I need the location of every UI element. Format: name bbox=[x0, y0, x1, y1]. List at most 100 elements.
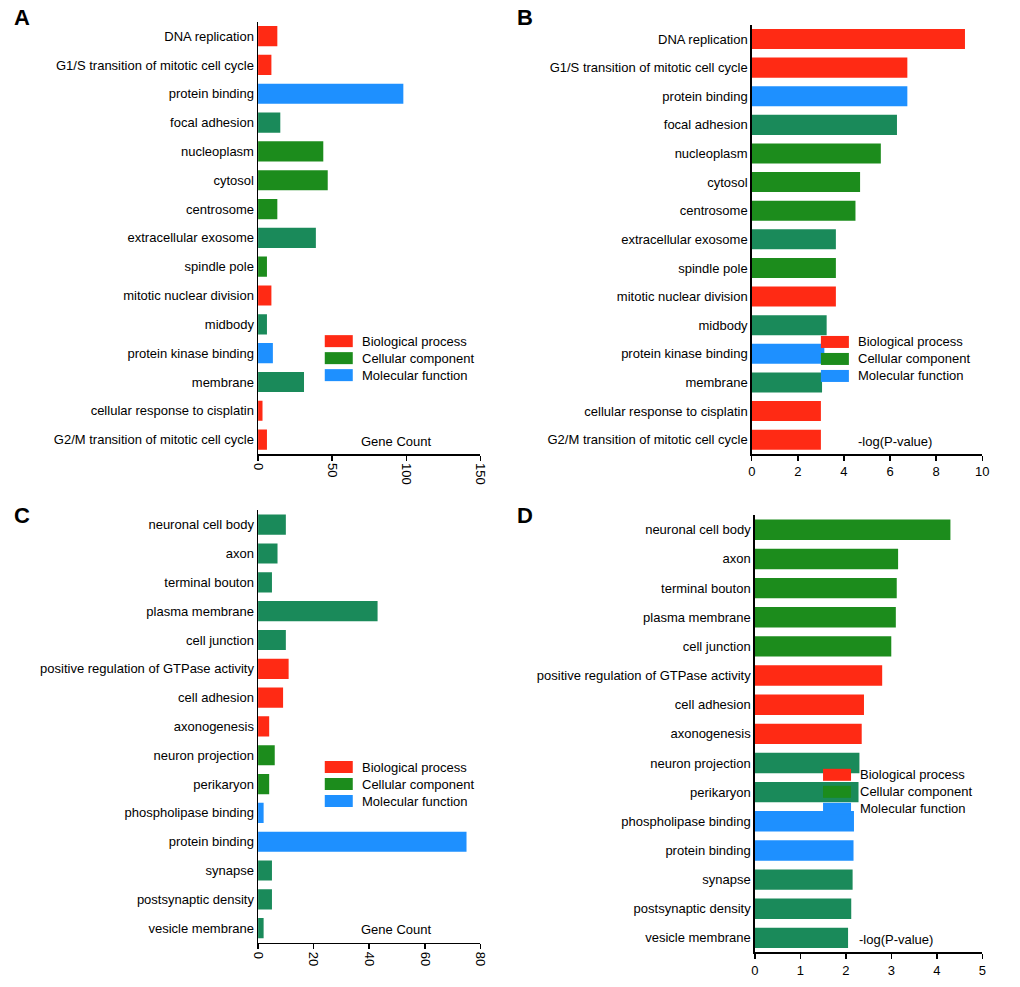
svg-text:50: 50 bbox=[325, 463, 340, 477]
svg-text:0: 0 bbox=[751, 963, 758, 978]
svg-text:vesicle membrane: vesicle membrane bbox=[148, 921, 254, 936]
svg-text:C: C bbox=[14, 503, 30, 528]
svg-text:cell adhesion: cell adhesion bbox=[178, 690, 254, 705]
svg-text:neuronal cell body: neuronal cell body bbox=[645, 522, 751, 537]
svg-text:protein binding: protein binding bbox=[169, 86, 254, 101]
svg-text:membrane: membrane bbox=[192, 375, 254, 390]
svg-text:protein binding: protein binding bbox=[169, 834, 254, 849]
svg-text:focal adhesion: focal adhesion bbox=[170, 115, 254, 130]
svg-text:Gene Count: Gene Count bbox=[361, 434, 431, 449]
svg-text:mitotic nuclear division: mitotic nuclear division bbox=[617, 289, 748, 304]
svg-text:G2/M transition of mitotic cel: G2/M transition of mitotic cell cycle bbox=[54, 432, 254, 447]
svg-text:5: 5 bbox=[979, 963, 986, 978]
svg-text:phospholipase binding: phospholipase binding bbox=[621, 814, 750, 829]
svg-text:spindle pole: spindle pole bbox=[678, 261, 747, 276]
svg-text:Cellular component: Cellular component bbox=[860, 784, 972, 799]
svg-text:positive regulation of GTPase: positive regulation of GTPase activity bbox=[40, 661, 254, 676]
svg-text:midbody: midbody bbox=[698, 318, 748, 333]
svg-text:Biological process: Biological process bbox=[858, 334, 963, 349]
svg-text:terminal bouton: terminal bouton bbox=[164, 575, 254, 590]
svg-text:DNA replication: DNA replication bbox=[658, 32, 748, 47]
svg-text:0: 0 bbox=[748, 464, 755, 479]
svg-text:60: 60 bbox=[418, 952, 433, 966]
svg-text:DNA replication: DNA replication bbox=[164, 29, 254, 44]
svg-text:cytosol: cytosol bbox=[707, 175, 748, 190]
svg-text:neuron projection: neuron projection bbox=[153, 748, 253, 763]
svg-text:plasma membrane: plasma membrane bbox=[643, 610, 751, 625]
svg-text:axon: axon bbox=[226, 546, 254, 561]
svg-text:6: 6 bbox=[886, 464, 893, 479]
svg-text:150: 150 bbox=[473, 463, 488, 485]
svg-text:cell adhesion: cell adhesion bbox=[675, 697, 751, 712]
svg-text:plasma membrane: plasma membrane bbox=[146, 604, 254, 619]
svg-text:Biological process: Biological process bbox=[860, 767, 965, 782]
svg-text:G2/M transition of mitotic cel: G2/M transition of mitotic cell cycle bbox=[548, 432, 748, 447]
svg-text:membrane: membrane bbox=[685, 375, 747, 390]
svg-text:perikaryon: perikaryon bbox=[193, 777, 254, 792]
svg-text:synapse: synapse bbox=[702, 872, 750, 887]
svg-text:terminal bouton: terminal bouton bbox=[661, 581, 751, 596]
svg-text:extracellular exosome: extracellular exosome bbox=[128, 230, 254, 245]
svg-text:-log(P-value): -log(P-value) bbox=[858, 434, 932, 449]
svg-text:20: 20 bbox=[306, 952, 321, 966]
svg-text:Molecular function: Molecular function bbox=[362, 794, 468, 809]
svg-text:2: 2 bbox=[842, 963, 849, 978]
svg-text:10: 10 bbox=[975, 464, 989, 479]
svg-text:0: 0 bbox=[251, 463, 266, 470]
svg-text:Molecular function: Molecular function bbox=[860, 801, 966, 816]
svg-text:nucleoplasm: nucleoplasm bbox=[181, 144, 254, 159]
svg-text:Gene Count: Gene Count bbox=[361, 922, 431, 937]
svg-text:postsynaptic density: postsynaptic density bbox=[137, 892, 255, 907]
svg-text:centrosome: centrosome bbox=[680, 203, 748, 218]
svg-text:protein kinase binding: protein kinase binding bbox=[621, 346, 747, 361]
svg-text:spindle pole: spindle pole bbox=[185, 259, 254, 274]
svg-text:protein binding: protein binding bbox=[665, 843, 750, 858]
svg-text:axon: axon bbox=[722, 551, 750, 566]
svg-text:8: 8 bbox=[933, 464, 940, 479]
svg-text:Cellular component: Cellular component bbox=[362, 777, 474, 792]
svg-text:positive regulation of GTPase: positive regulation of GTPase activity bbox=[537, 668, 751, 683]
svg-text:focal adhesion: focal adhesion bbox=[664, 117, 748, 132]
svg-text:cytosol: cytosol bbox=[213, 173, 254, 188]
svg-text:Biological process: Biological process bbox=[362, 760, 467, 775]
svg-text:synapse: synapse bbox=[206, 863, 254, 878]
svg-text:100: 100 bbox=[399, 463, 414, 485]
svg-text:G1/S transition of mitotic cel: G1/S transition of mitotic cell cycle bbox=[56, 57, 254, 72]
svg-text:protein kinase binding: protein kinase binding bbox=[127, 346, 253, 361]
svg-text:Molecular function: Molecular function bbox=[362, 368, 468, 383]
svg-text:extracellular exosome: extracellular exosome bbox=[621, 232, 747, 247]
svg-text:axonogenesis: axonogenesis bbox=[670, 726, 751, 741]
svg-text:cell junction: cell junction bbox=[186, 633, 254, 648]
svg-text:1: 1 bbox=[797, 963, 804, 978]
svg-text:postsynaptic density: postsynaptic density bbox=[634, 901, 752, 916]
svg-text:B: B bbox=[517, 5, 533, 30]
svg-text:Cellular component: Cellular component bbox=[858, 351, 970, 366]
svg-text:nucleoplasm: nucleoplasm bbox=[675, 146, 748, 161]
svg-text:cellular response to cisplatin: cellular response to cisplatin bbox=[584, 404, 747, 419]
svg-text:cellular response to cisplatin: cellular response to cisplatin bbox=[91, 403, 254, 418]
svg-text:40: 40 bbox=[362, 952, 377, 966]
svg-text:protein binding: protein binding bbox=[662, 89, 747, 104]
svg-text:80: 80 bbox=[473, 952, 488, 966]
svg-text:vesicle membrane: vesicle membrane bbox=[645, 930, 751, 945]
svg-text:A: A bbox=[14, 5, 30, 30]
svg-text:mitotic nuclear division: mitotic nuclear division bbox=[123, 288, 254, 303]
svg-text:4: 4 bbox=[933, 963, 940, 978]
svg-text:centrosome: centrosome bbox=[186, 202, 254, 217]
svg-text:midbody: midbody bbox=[205, 317, 255, 332]
svg-text:perikaryon: perikaryon bbox=[690, 785, 751, 800]
svg-text:Cellular component: Cellular component bbox=[362, 351, 474, 366]
svg-text:Biological process: Biological process bbox=[362, 334, 467, 349]
svg-text:2: 2 bbox=[794, 464, 801, 479]
svg-text:phospholipase binding: phospholipase binding bbox=[125, 805, 254, 820]
svg-text:4: 4 bbox=[840, 464, 847, 479]
svg-text:G1/S transition of mitotic cel: G1/S transition of mitotic cell cycle bbox=[550, 60, 748, 75]
svg-text:axonogenesis: axonogenesis bbox=[174, 719, 255, 734]
svg-text:neuronal cell body: neuronal cell body bbox=[148, 517, 254, 532]
svg-text:neuron projection: neuron projection bbox=[650, 756, 750, 771]
svg-text:cell junction: cell junction bbox=[683, 639, 751, 654]
svg-text:-log(P-value): -log(P-value) bbox=[859, 932, 933, 947]
svg-text:3: 3 bbox=[888, 963, 895, 978]
svg-text:Molecular function: Molecular function bbox=[858, 368, 964, 383]
svg-text:0: 0 bbox=[251, 952, 266, 959]
